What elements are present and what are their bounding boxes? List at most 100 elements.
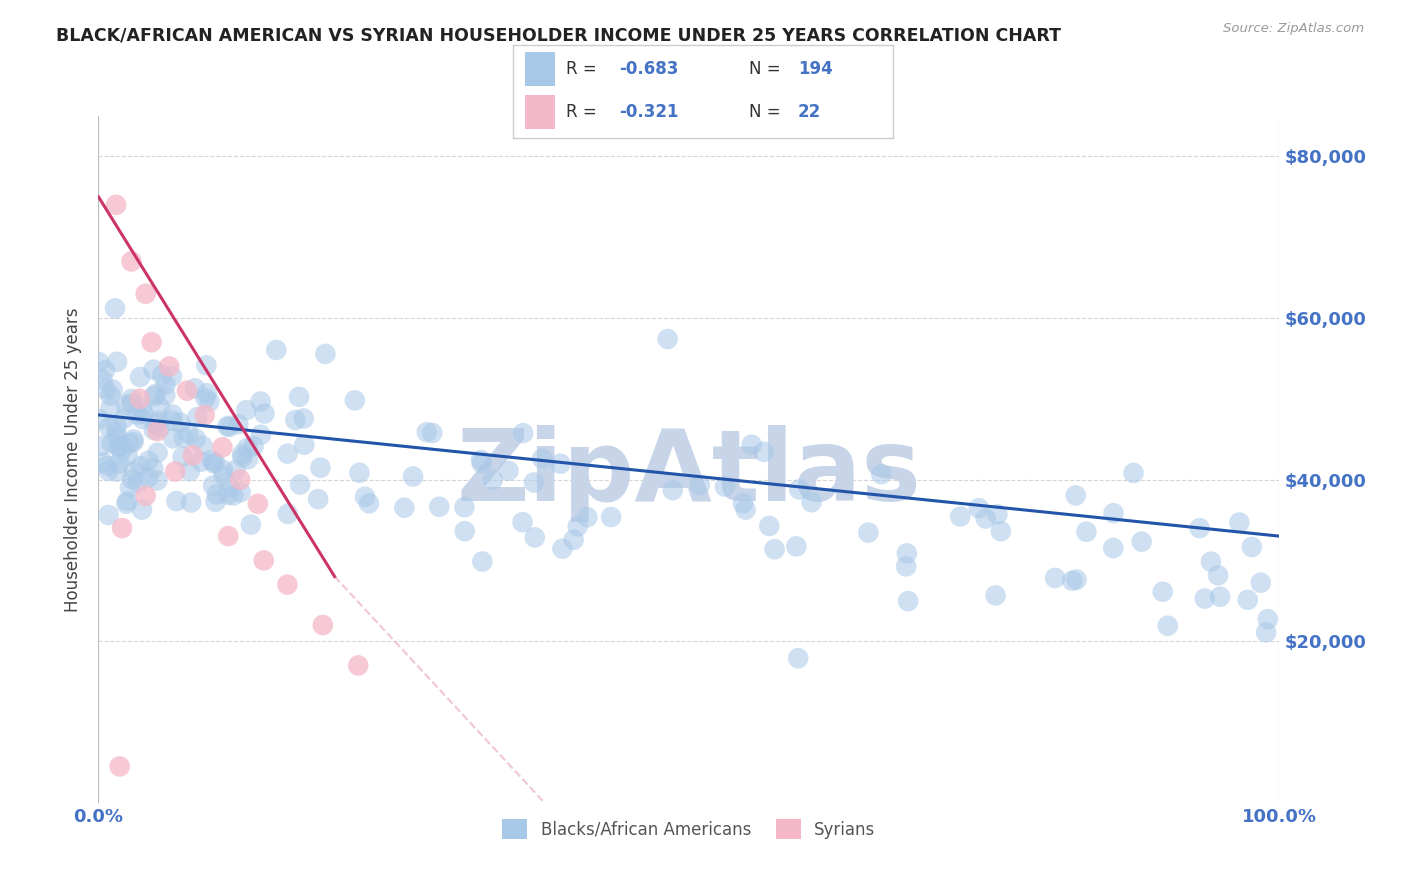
Point: [162, 413, 184, 427]
Text: R =: R =: [567, 103, 602, 121]
Text: BLACK/AFRICAN AMERICAN VS SYRIAN HOUSEHOLDER INCOME UNDER 25 YEARS CORRELATION C: BLACK/AFRICAN AMERICAN VS SYRIAN HOUSEHO…: [56, 27, 1062, 45]
FancyBboxPatch shape: [524, 52, 555, 86]
Point: [135, 489, 157, 503]
Point: [115, 398, 138, 412]
Text: 22: 22: [799, 103, 821, 121]
Point: [194, 392, 217, 406]
Point: [128, 392, 150, 406]
Point: [1199, 555, 1222, 569]
Point: [236, 441, 259, 455]
Point: [141, 335, 163, 350]
Point: [132, 407, 155, 421]
Point: [1240, 540, 1263, 554]
Point: [309, 460, 332, 475]
Point: [157, 359, 180, 374]
Point: [242, 439, 264, 453]
Point: [402, 469, 425, 483]
Point: [100, 401, 122, 416]
Point: [217, 488, 239, 502]
Point: [314, 347, 336, 361]
Point: [105, 419, 128, 434]
Point: [1062, 574, 1084, 588]
Point: [105, 198, 128, 212]
Point: [155, 388, 177, 402]
Point: [129, 370, 152, 384]
Point: [190, 455, 212, 469]
Point: [787, 483, 810, 497]
Point: [249, 394, 271, 409]
Point: [94, 382, 117, 396]
Point: [288, 390, 311, 404]
Point: [105, 465, 128, 479]
Text: -0.683: -0.683: [620, 60, 679, 78]
Point: [253, 407, 276, 421]
Point: [235, 403, 257, 417]
Point: [217, 419, 239, 434]
Point: [225, 463, 247, 477]
Point: [108, 456, 131, 470]
Point: [101, 436, 124, 450]
Point: [752, 444, 775, 458]
Point: [986, 508, 1008, 522]
Point: [165, 494, 187, 508]
Point: [741, 437, 763, 451]
Point: [160, 369, 183, 384]
Y-axis label: Householder Income Under 25 years: Householder Income Under 25 years: [63, 307, 82, 612]
Point: [512, 426, 534, 441]
Point: [204, 495, 226, 509]
Point: [121, 254, 143, 268]
Point: [714, 479, 737, 493]
Point: [420, 425, 443, 440]
Point: [897, 594, 920, 608]
Point: [1250, 575, 1272, 590]
Point: [470, 453, 492, 467]
Point: [107, 431, 129, 445]
Point: [453, 500, 475, 515]
Point: [143, 389, 166, 403]
Point: [162, 431, 184, 445]
Point: [800, 495, 823, 509]
Point: [1102, 506, 1125, 520]
Point: [1188, 521, 1211, 535]
Point: [218, 419, 240, 434]
Point: [343, 393, 366, 408]
Point: [142, 461, 165, 475]
Point: [567, 519, 589, 533]
Point: [870, 467, 893, 482]
Point: [1064, 488, 1087, 502]
Point: [180, 495, 202, 509]
Point: [122, 464, 145, 478]
Point: [115, 497, 138, 511]
Point: [195, 358, 218, 372]
Point: [100, 388, 122, 402]
Point: [110, 439, 132, 453]
Point: [148, 414, 170, 428]
Point: [149, 400, 172, 414]
Point: [155, 377, 177, 392]
Point: [120, 396, 142, 410]
Point: [427, 500, 450, 514]
Point: [689, 478, 711, 492]
Point: [550, 457, 572, 471]
Point: [858, 525, 880, 540]
Point: [787, 651, 810, 665]
Point: [117, 449, 139, 463]
Point: [512, 515, 534, 529]
Point: [481, 473, 503, 487]
Point: [312, 618, 335, 632]
Point: [162, 408, 184, 422]
Point: [498, 464, 520, 478]
Point: [110, 444, 132, 458]
Point: [277, 447, 299, 461]
Point: [136, 471, 159, 485]
Point: [96, 458, 118, 473]
Point: [354, 490, 377, 504]
Point: [349, 466, 371, 480]
Point: [212, 463, 235, 477]
Point: [551, 541, 574, 556]
Point: [250, 427, 273, 442]
Point: [131, 401, 153, 416]
Point: [974, 511, 997, 525]
Point: [1257, 612, 1279, 626]
Point: [198, 394, 221, 409]
